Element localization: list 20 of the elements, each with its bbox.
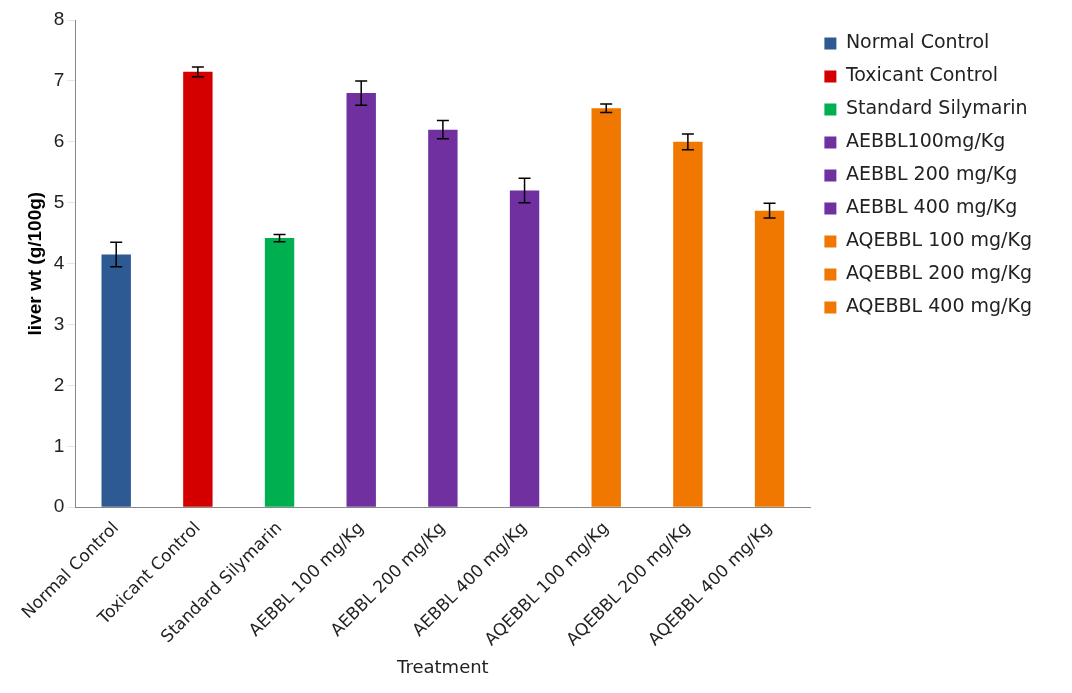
legend-label: AEBBL 400 mg/Kg	[845, 195, 1018, 218]
legend-label: AQEBBL 100 mg/Kg	[845, 228, 1033, 251]
x-axis-title: Treatment	[396, 655, 489, 677]
y-axis-title: liver wt (g/100g)	[23, 191, 45, 336]
legend-label: Normal Control	[845, 30, 990, 53]
y-tick-label: 1	[53, 434, 65, 456]
y-tick-label: 8	[53, 8, 65, 30]
y-tick-label: 0	[53, 495, 65, 517]
legend-label: Toxicant Control	[844, 63, 999, 86]
y-tick-label: 3	[53, 312, 65, 334]
legend-label: AQEBBL 200 mg/Kg	[845, 261, 1033, 284]
legend-label: AQEBBL 400 mg/Kg	[845, 294, 1033, 317]
legend-label: Standard Silymarin	[845, 96, 1028, 119]
y-tick-label: 2	[53, 373, 65, 395]
y-tick-label: 5	[53, 190, 65, 212]
legend-label: AEBBL 200 mg/Kg	[845, 162, 1018, 185]
y-tick-label: 7	[53, 69, 65, 91]
y-tick-label: 6	[53, 130, 65, 152]
legend-label: AEBBL100mg/Kg	[845, 129, 1006, 152]
y-tick-label: 4	[53, 251, 65, 273]
